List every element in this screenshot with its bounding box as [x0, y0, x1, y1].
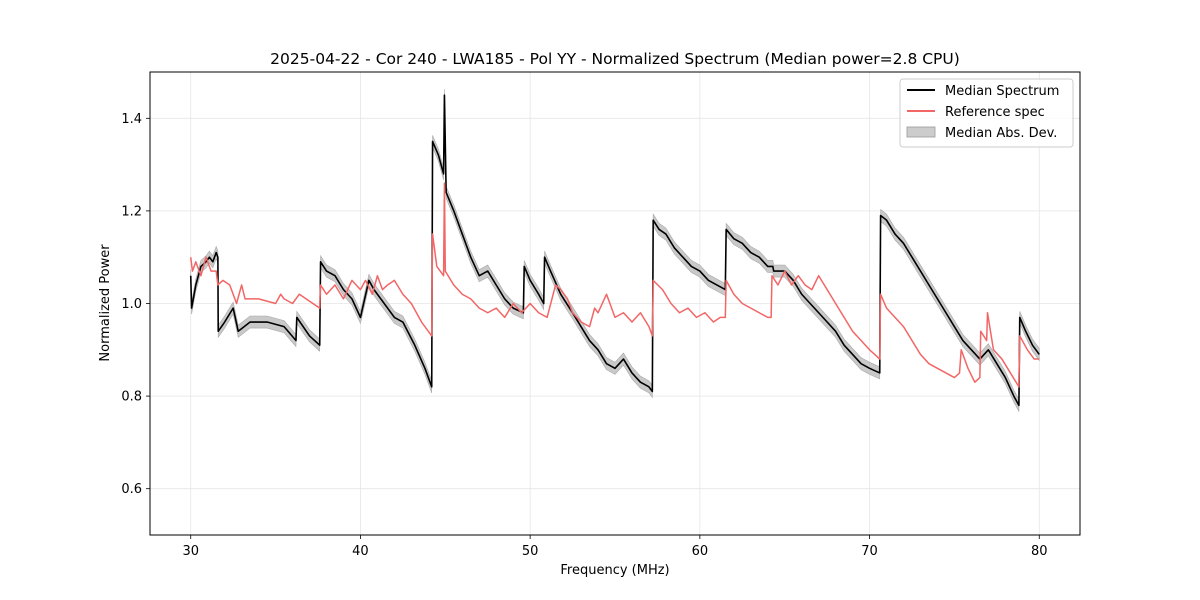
- x-tick-label: 50: [522, 544, 539, 559]
- legend-label-mad: Median Abs. Dev.: [945, 126, 1057, 141]
- legend-swatch-mad: [906, 126, 936, 138]
- x-tick-label: 70: [861, 544, 878, 559]
- y-tick-label: 1.2: [121, 204, 142, 219]
- x-tick-label: 80: [1031, 544, 1048, 559]
- x-tick-label: 40: [352, 544, 369, 559]
- reference-spectrum-line: [189, 182, 1040, 388]
- x-axis-ticks: 30 40 50 60 70 80: [182, 535, 1048, 559]
- legend: Median Spectrum Reference spec Median Ab…: [899, 78, 1074, 148]
- y-tick-label: 0.8: [121, 390, 142, 405]
- x-tick-label: 30: [182, 544, 199, 559]
- y-axis-ticks: 0.6 0.8 1.0 1.2 1.4: [121, 112, 150, 497]
- y-tick-label: 1.0: [121, 297, 142, 312]
- chart-title: 2025-04-22 - Cor 240 - LWA185 - Pol YY -…: [270, 50, 960, 68]
- legend-label-median: Median Spectrum: [945, 84, 1059, 99]
- x-tick-label: 60: [692, 544, 709, 559]
- plot-area: [189, 89, 1040, 413]
- y-tick-label: 1.4: [121, 112, 142, 127]
- legend-label-reference: Reference spec: [945, 105, 1045, 120]
- x-axis-title: Frequency (MHz): [560, 563, 669, 578]
- y-tick-label: 0.6: [121, 482, 142, 497]
- y-axis-title: Normalized Power: [98, 244, 113, 362]
- median-abs-dev-band: [190, 89, 1040, 413]
- legend-box: [899, 78, 1074, 148]
